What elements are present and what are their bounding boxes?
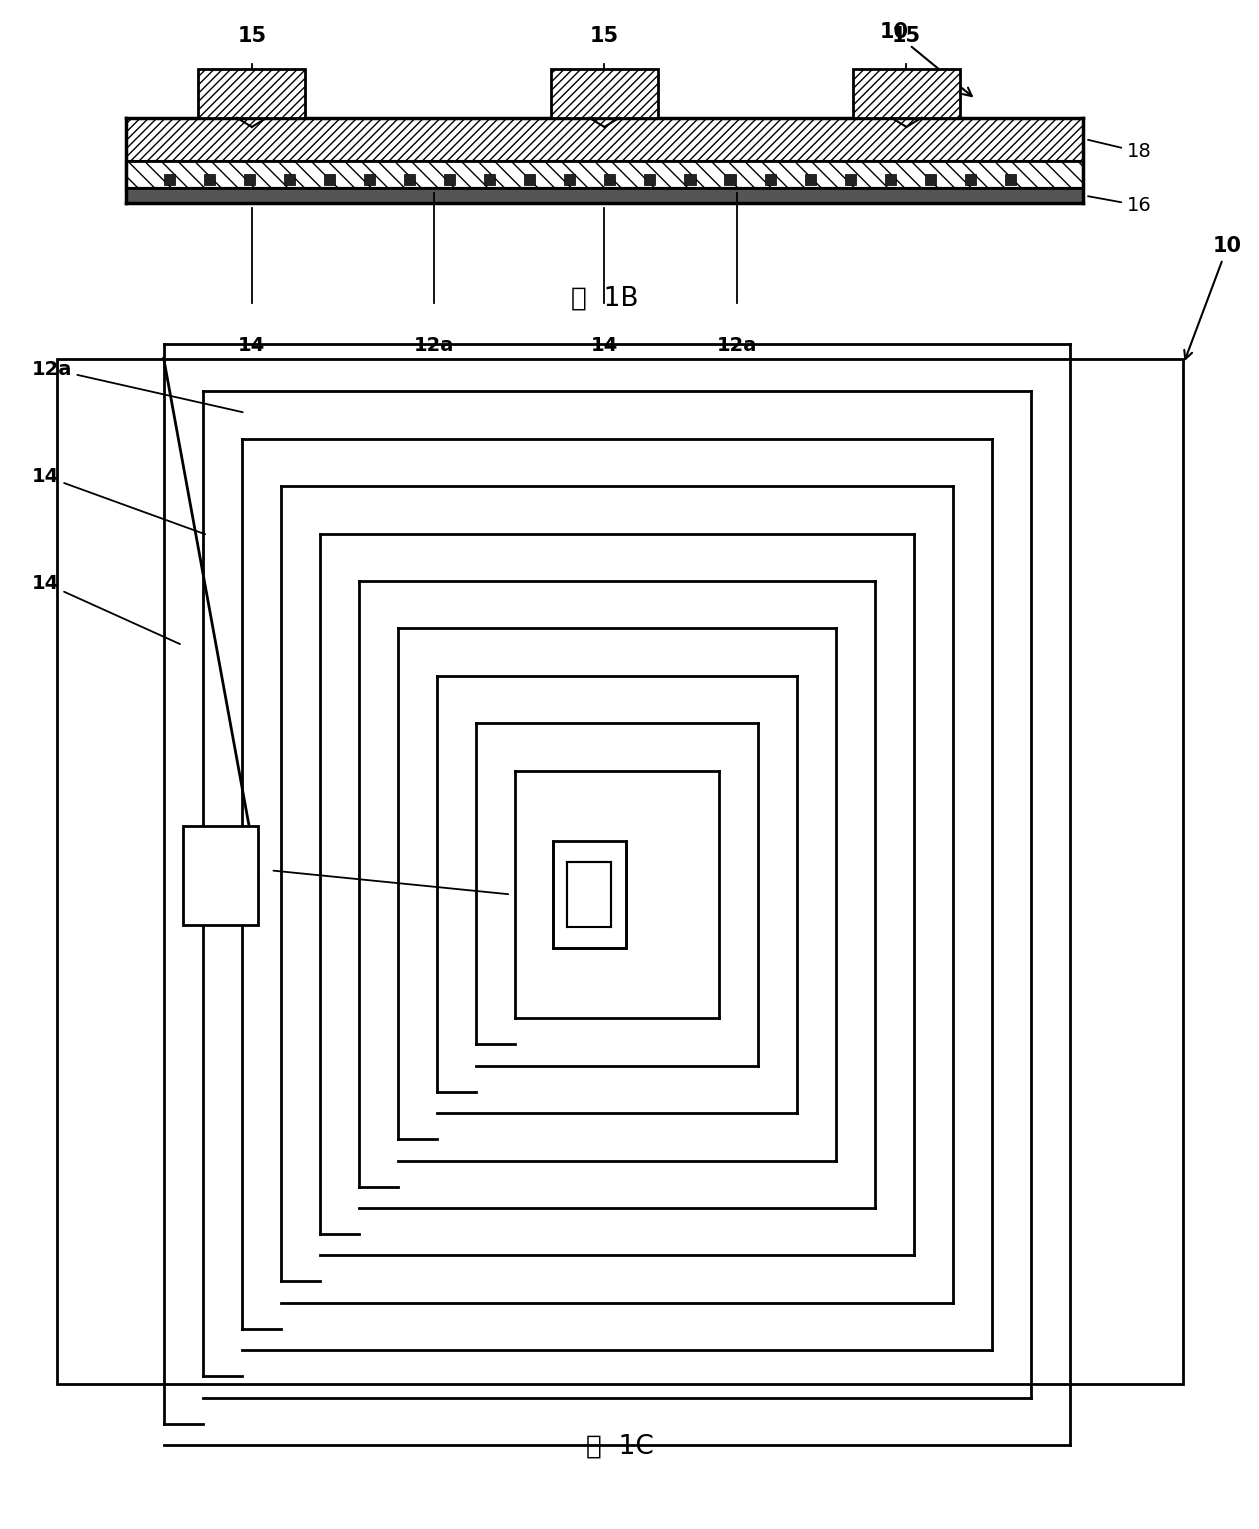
Bar [724,174,735,185]
Bar [404,174,415,185]
Text: 12a: 12a [716,336,757,355]
Bar [444,174,456,185]
Text: 12a: 12a [31,359,243,413]
Bar [204,174,215,185]
Bar [964,174,976,185]
Bar [551,69,657,118]
Text: 14: 14 [31,573,180,644]
Bar [364,174,375,185]
Bar [885,174,896,185]
Text: 16: 16 [1088,196,1152,216]
Text: 18: 18 [1088,139,1152,162]
Bar [925,174,935,185]
Bar [198,69,305,118]
Text: 15: 15 [237,26,267,46]
Bar [57,359,1183,1384]
Bar [283,174,295,185]
Bar [685,174,695,185]
Text: 12a: 12a [414,336,454,355]
Bar [485,174,495,185]
Bar [604,174,616,185]
Bar [553,841,626,948]
Text: 10: 10 [879,23,972,96]
Bar [567,862,612,927]
Text: 15: 15 [589,26,619,46]
Bar [183,826,258,925]
Bar [324,174,335,185]
Bar [126,118,1083,161]
Bar [805,174,816,185]
Text: 15: 15 [891,26,922,46]
Bar [564,174,575,185]
Bar [854,69,959,118]
Text: 14: 14 [590,336,618,355]
Bar [244,174,254,185]
Text: 图  1B: 图 1B [570,284,638,312]
Bar [164,174,175,185]
Bar [764,174,776,185]
Text: 14: 14 [238,336,266,355]
Text: 图  1C: 图 1C [587,1433,653,1460]
Text: 14: 14 [31,466,205,534]
Bar [126,161,1083,188]
Bar [524,174,535,185]
Bar [645,174,656,185]
Bar [126,188,1083,203]
Bar [1005,174,1016,185]
Text: 10: 10 [1185,237,1243,359]
Bar [845,174,856,185]
